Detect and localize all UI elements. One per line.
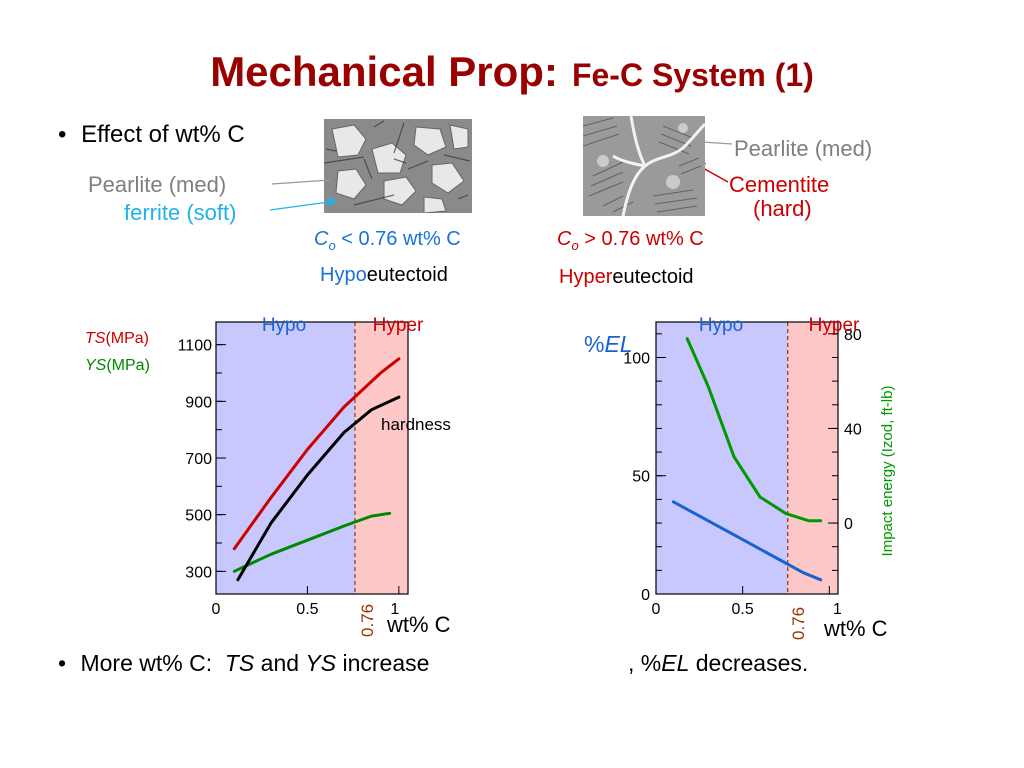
summary-comma: , % (628, 650, 662, 676)
bullet-text: Effect of wt% C (81, 121, 245, 148)
eutectoid-label: 0.76 (789, 607, 808, 640)
x-tick-label: 0 (212, 601, 221, 618)
bullet-symbol: • (58, 121, 67, 148)
ts-unit: (MPa) (105, 330, 149, 347)
y-axis-label-impact: Impact energy (Izod, ft-lb) (879, 386, 896, 557)
series-lines (232, 357, 401, 582)
y-ticks-right: 0 40 80 (828, 327, 862, 595)
annotation-hardness: hardness (381, 415, 451, 434)
y-tick-label: 300 (185, 564, 212, 581)
label-cementite-hard: (hard) (753, 196, 812, 221)
series-ts-line (232, 357, 401, 551)
series-el-line (671, 500, 823, 582)
summary-el: EL (661, 650, 690, 676)
composition-hyper: Co > 0.76 wt% C (557, 228, 704, 253)
x-tick-label: 1 (833, 601, 842, 618)
label-cementite: Cementite (729, 172, 830, 197)
y-axis-label-ys: YS(MPa) (85, 357, 150, 374)
type-suffix: eutectoid (366, 264, 448, 286)
label-pearlite-left: Pearlite (med) (88, 172, 227, 197)
hypo-region (656, 322, 788, 594)
region-label-hyper: Hyper (373, 315, 424, 336)
summary-prefix: More wt% C: (80, 650, 225, 676)
x-axis-label: wt% C (823, 616, 888, 641)
y-ticks-left: 0 50 100 (623, 333, 666, 604)
type-hypereutectoid: Hypereutectoid (559, 266, 694, 289)
composition-rest: > 0.76 wt% C (578, 228, 704, 250)
bullet-symbol: • (58, 650, 67, 676)
y-tick-label: 80 (844, 327, 862, 344)
el-prefix: % (584, 331, 604, 357)
hypo-region (216, 322, 355, 594)
x-tick-label: 0.5 (296, 601, 318, 618)
region-label-hypo: Hypo (699, 315, 743, 336)
series-lines (671, 337, 823, 582)
region-label-hyper: Hyper (809, 315, 860, 336)
composition-c: C (557, 228, 572, 250)
label-pearlite-right: Pearlite (med) (734, 136, 873, 161)
x-tick-label: 0.5 (732, 601, 754, 618)
plot-border (655, 321, 839, 595)
y-axis-label-ts: TS(MPa) (85, 330, 149, 347)
ys-italic: YS (85, 357, 107, 374)
ys-unit: (MPa) (106, 357, 150, 374)
y-tick-label: 100 (623, 350, 650, 367)
slide-title: Mechanical Prop: Fe-C System (1) (0, 48, 1024, 96)
title-main: Mechanical Prop: (210, 48, 558, 95)
y-tick-label: 40 (844, 421, 862, 438)
type-prefix-hyper: Hyper (559, 266, 613, 288)
x-axis-label: wt% C (386, 612, 451, 637)
composition-hypo: Co < 0.76 wt% C (314, 228, 461, 253)
hypereutectoid-micrograph (583, 116, 705, 216)
y-tick-label: 0 (844, 516, 853, 533)
y-tick-label: 50 (632, 469, 650, 486)
title-sub: Fe-C System (1) (571, 57, 814, 93)
series-hardness-line (236, 395, 401, 582)
bullet-summary-el: , %EL decreases. (628, 650, 808, 677)
hypoeutectoid-micrograph (324, 119, 472, 213)
label-ferrite: ferrite (soft) (124, 200, 237, 225)
y-tick-label: 700 (185, 451, 212, 468)
y-ticks: 300 500 700 900 1100 (178, 338, 226, 581)
el-italic: EL (604, 331, 632, 357)
region-label-hypo: Hypo (262, 315, 306, 336)
y-tick-label: 900 (185, 394, 212, 411)
summary-ts: TS (224, 650, 255, 676)
hyper-region (354, 322, 408, 594)
composition-c: C (314, 228, 329, 250)
eutectoid-label: 0.76 (358, 604, 377, 637)
series-impact-line (685, 337, 823, 523)
summary-decreases: decreases. (689, 650, 809, 676)
axis-frame (655, 321, 839, 595)
summary-and: and (254, 650, 306, 676)
composition-rest: < 0.76 wt% C (335, 228, 461, 250)
x-tick-label: 1 (390, 601, 399, 618)
type-hypoeutectoid: Hypoeutectoid (320, 264, 448, 287)
summary-increase: increase (336, 650, 430, 676)
y-tick-label: 0 (641, 587, 650, 604)
y-tick-label: 1100 (178, 338, 213, 355)
x-ticks: 0 0.5 1 (212, 586, 399, 618)
y-tick-label: 500 (185, 508, 212, 525)
series-ys-line (232, 511, 392, 573)
hyper-region (787, 322, 838, 594)
y-axis-label-el: %EL (584, 331, 633, 357)
x-ticks: 0 0.5 1 (652, 586, 842, 618)
ts-italic: TS (85, 330, 106, 347)
summary-ys: YS (305, 650, 337, 676)
composition-o: o (328, 238, 336, 253)
bullet-summary: • More wt% C: TS and YS increase (58, 650, 429, 677)
type-prefix-hypo: Hypo (320, 264, 367, 286)
x-tick-label: 0 (652, 601, 661, 618)
type-suffix: eutectoid (612, 266, 694, 288)
composition-o: o (571, 238, 579, 253)
bullet-effect-of-carbon: • Effect of wt% C (58, 121, 245, 149)
